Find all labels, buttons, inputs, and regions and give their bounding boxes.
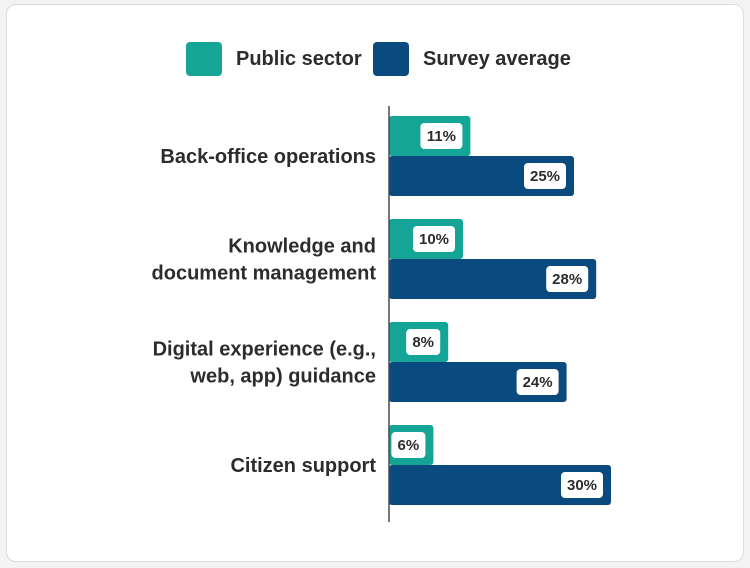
data-label-box-1-3	[561, 472, 603, 498]
bar-survey-average-3	[389, 465, 611, 505]
category-label-2-1: web, app) guidance	[189, 366, 376, 388]
legend-swatch-public-sector	[186, 42, 222, 76]
category-label-0-0: Back-office operations	[160, 146, 376, 168]
data-label-box-0-0	[420, 123, 463, 149]
data-label-box-0-2	[406, 329, 441, 355]
data-label-1-1: 28%	[552, 271, 582, 288]
data-label-0-2: 8%	[412, 334, 434, 351]
category-label-1-1: document management	[152, 263, 377, 285]
data-label-0-1: 10%	[419, 231, 449, 248]
legend-item-survey-average: Survey average	[373, 42, 571, 76]
data-label-box-1-0	[524, 163, 566, 189]
legend-item-public-sector: Public sector	[186, 42, 362, 76]
data-label-box-0-3	[391, 432, 426, 458]
legend-label-public-sector: Public sector	[236, 47, 362, 70]
category-label-1-0: Knowledge and	[228, 236, 376, 258]
category-label-2-0: Digital experience (e.g.,	[153, 339, 376, 361]
chart-card	[6, 4, 744, 562]
legend-swatch-survey-average	[373, 42, 409, 76]
data-label-box-0-1	[413, 226, 455, 252]
data-label-1-0: 25%	[530, 168, 560, 185]
data-label-box-1-2	[516, 369, 559, 395]
data-label-1-3: 30%	[567, 477, 597, 494]
data-label-1-2: 24%	[523, 374, 553, 391]
data-label-0-3: 6%	[398, 437, 420, 454]
category-label-3-0: Citizen support	[230, 455, 376, 477]
data-label-box-1-1	[546, 266, 589, 292]
bar-survey-average-1	[389, 259, 597, 299]
legend-label-survey-average: Survey average	[423, 47, 571, 70]
data-label-0-0: 11%	[427, 128, 456, 145]
